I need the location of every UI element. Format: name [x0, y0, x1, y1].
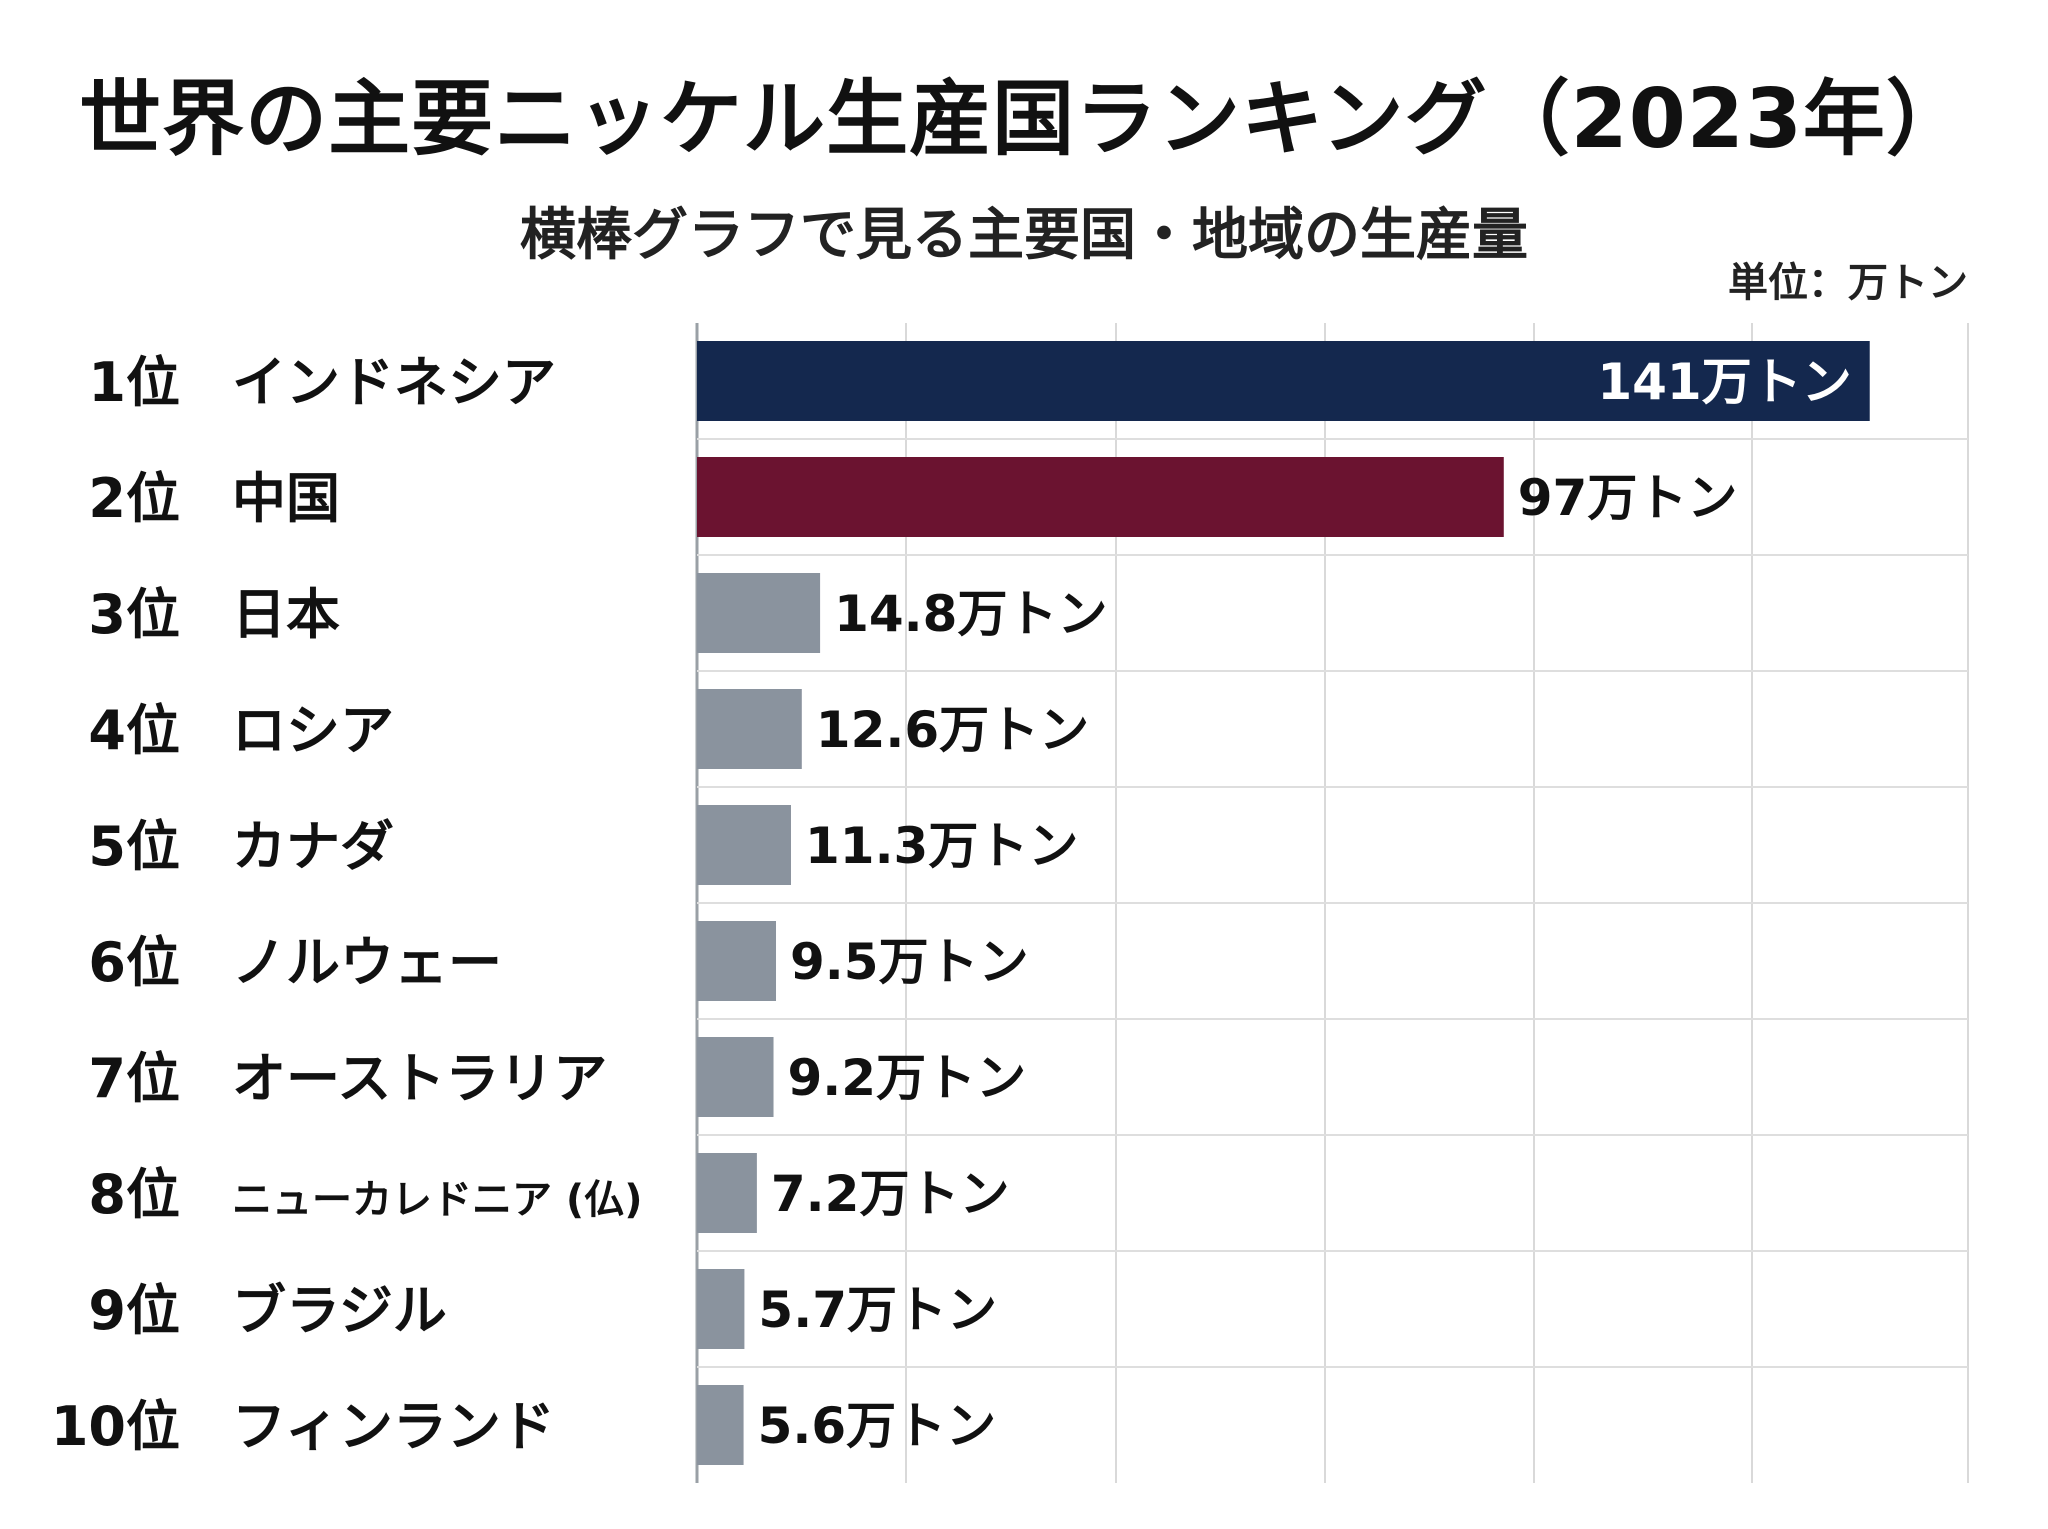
- category-label: ニューカレドニア (仏): [232, 1177, 643, 1223]
- data-label: 141万トン: [1597, 353, 1851, 411]
- data-label: 7.2万トン: [771, 1165, 1010, 1223]
- bar: [697, 1153, 757, 1233]
- category-label: オーストラリア: [232, 1047, 607, 1110]
- data-label: 5.7万トン: [758, 1281, 997, 1339]
- chart-title: 世界の主要ニッケル生産国ランキング（2023年）: [79, 72, 1969, 167]
- rank-label: 3位: [88, 583, 180, 646]
- bar: [697, 573, 821, 653]
- data-label: 9.5万トン: [790, 933, 1029, 991]
- bar: [697, 341, 1870, 421]
- category-label: インドネシア: [232, 351, 556, 414]
- bar: [697, 805, 791, 885]
- rank-label: 7位: [88, 1047, 180, 1110]
- data-label: 97万トン: [1518, 469, 1738, 527]
- category-label: ノルウェー: [232, 931, 502, 994]
- bar: [697, 457, 1504, 537]
- rank-label: 6位: [88, 931, 180, 994]
- data-label: 5.6万トン: [758, 1397, 997, 1455]
- bar: [697, 1385, 744, 1465]
- bar: [697, 1269, 745, 1349]
- category-label: 日本: [232, 583, 340, 646]
- rank-label: 8位: [88, 1163, 180, 1226]
- bar: [697, 1037, 774, 1117]
- rank-label: 4位: [88, 699, 180, 762]
- data-label: 9.2万トン: [788, 1049, 1027, 1107]
- category-label: 中国: [232, 467, 340, 530]
- rank-label: 10位: [51, 1395, 180, 1458]
- bar: [697, 689, 802, 769]
- rank-label: 2位: [88, 467, 180, 530]
- data-label: 14.8万トン: [834, 585, 1107, 643]
- labels: 1位 インドネシア 141万トン 2位 中国 97万トン 3位 日本 14.8万トン 4位 ロシア 1…: [51, 351, 1852, 1458]
- rank-label: 1位: [88, 351, 180, 414]
- category-label: ブラジル: [232, 1279, 447, 1342]
- data-label: 11.3万トン: [805, 817, 1078, 875]
- rank-label: 5位: [88, 815, 180, 878]
- category-label: カナダ: [232, 815, 394, 878]
- unit-label: 単位：万トン: [1728, 260, 1968, 306]
- data-label: 12.6万トン: [816, 701, 1089, 759]
- bar: [697, 921, 777, 1001]
- chart-subtitle: 横棒グラフで見る主要国・地域の生産量: [520, 203, 1528, 268]
- bars: [697, 341, 1870, 1465]
- category-label: フィンランド: [232, 1395, 555, 1458]
- rank-label: 9位: [88, 1279, 180, 1342]
- category-label: ロシア: [232, 699, 394, 762]
